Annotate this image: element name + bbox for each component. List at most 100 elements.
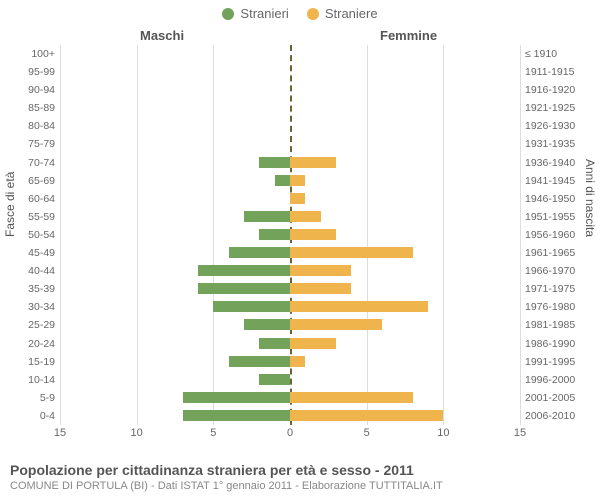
bar-female: [290, 193, 305, 204]
bar-female: [290, 392, 413, 403]
row-55-59: [60, 208, 520, 226]
row-80-84: [60, 117, 520, 135]
bar-male: [183, 392, 290, 403]
legend-male: Stranieri: [222, 6, 288, 21]
ylabel-age: 90-94: [0, 81, 55, 99]
bar-male: [213, 301, 290, 312]
ylabel-birth: 1976-1980: [525, 298, 590, 316]
xlabel: 15: [514, 427, 526, 439]
legend-swatch-male: [222, 8, 234, 20]
ylabel-age: 5-9: [0, 389, 55, 407]
legend-label-male: Stranieri: [240, 6, 288, 21]
ylabel-age: 100+: [0, 45, 55, 63]
bar-female: [290, 283, 351, 294]
ylabel-age: 35-39: [0, 280, 55, 298]
ylabel-birth: 1921-1925: [525, 99, 590, 117]
ylabel-age: 20-24: [0, 335, 55, 353]
bar-male: [259, 157, 290, 168]
ylabel-age: 40-44: [0, 262, 55, 280]
row-90-94: [60, 81, 520, 99]
ylabel-birth: 1931-1935: [525, 135, 590, 153]
ylabel-age: 0-4: [0, 407, 55, 425]
xlabel: 15: [54, 427, 66, 439]
pyramid-chart: Stranieri Straniere Maschi Femmine Fasce…: [0, 0, 600, 500]
ylabel-birth: 1946-1950: [525, 190, 590, 208]
row-100+: [60, 45, 520, 63]
bar-male: [244, 211, 290, 222]
ylabel-age: 70-74: [0, 154, 55, 172]
bar-female: [290, 247, 413, 258]
ylabel-age: 75-79: [0, 135, 55, 153]
ylabel-age: 15-19: [0, 353, 55, 371]
col-header-male: Maschi: [140, 28, 184, 43]
bar-male: [259, 374, 290, 385]
bar-male: [229, 247, 290, 258]
row-0-4: [60, 407, 520, 425]
bar-male: [198, 283, 290, 294]
row-75-79: [60, 135, 520, 153]
ylabel-birth: 1971-1975: [525, 280, 590, 298]
ylabel-birth: 2001-2005: [525, 389, 590, 407]
ylabel-age: 80-84: [0, 117, 55, 135]
ylabel-birth: 1986-1990: [525, 335, 590, 353]
bar-female: [290, 410, 443, 421]
bar-female: [290, 265, 351, 276]
xlabel: 10: [437, 427, 449, 439]
row-60-64: [60, 190, 520, 208]
ylabel-birth: 1991-1995: [525, 353, 590, 371]
row-40-44: [60, 262, 520, 280]
ylabel-birth: 1961-1965: [525, 244, 590, 262]
row-65-69: [60, 172, 520, 190]
bar-male: [198, 265, 290, 276]
ylabel-age: 60-64: [0, 190, 55, 208]
bar-female: [290, 338, 336, 349]
ylabel-age: 30-34: [0, 298, 55, 316]
bar-male: [229, 356, 290, 367]
bar-female: [290, 229, 336, 240]
row-5-9: [60, 389, 520, 407]
ylabel-age: 65-69: [0, 172, 55, 190]
chart-subtitle: COMUNE DI PORTULA (BI) - Dati ISTAT 1° g…: [10, 480, 590, 492]
ylabel-birth: 1916-1920: [525, 81, 590, 99]
footer: Popolazione per cittadinanza straniera p…: [10, 462, 590, 492]
row-50-54: [60, 226, 520, 244]
ylabel-age: 95-99: [0, 63, 55, 81]
ylabel-age: 45-49: [0, 244, 55, 262]
ylabel-age: 50-54: [0, 226, 55, 244]
ylabel-birth: 2006-2010: [525, 407, 590, 425]
row-20-24: [60, 335, 520, 353]
row-70-74: [60, 154, 520, 172]
row-25-29: [60, 316, 520, 334]
bar-female: [290, 157, 336, 168]
bar-female: [290, 211, 321, 222]
legend-swatch-female: [307, 8, 319, 20]
row-10-14: [60, 371, 520, 389]
ylabel-birth: ≤ 1910: [525, 45, 590, 63]
ylabel-birth: 1996-2000: [525, 371, 590, 389]
bar-female: [290, 301, 428, 312]
bar-male: [259, 338, 290, 349]
row-35-39: [60, 280, 520, 298]
bar-female: [290, 175, 305, 186]
col-header-female: Femmine: [380, 28, 437, 43]
row-85-89: [60, 99, 520, 117]
bar-female: [290, 319, 382, 330]
legend-female: Straniere: [307, 6, 378, 21]
xlabel: 10: [131, 427, 143, 439]
ylabel-birth: 1981-1985: [525, 316, 590, 334]
ylabel-birth: 1956-1960: [525, 226, 590, 244]
ylabel-age: 85-89: [0, 99, 55, 117]
ylabel-age: 55-59: [0, 208, 55, 226]
ylabel-birth: 1926-1930: [525, 117, 590, 135]
ylabel-age: 10-14: [0, 371, 55, 389]
ylabel-age: 25-29: [0, 316, 55, 334]
row-30-34: [60, 298, 520, 316]
ylabel-birth: 1911-1915: [525, 63, 590, 81]
chart-title: Popolazione per cittadinanza straniera p…: [10, 462, 590, 478]
row-45-49: [60, 244, 520, 262]
bar-male: [244, 319, 290, 330]
plot-area: [60, 45, 520, 425]
ylabel-birth: 1936-1940: [525, 154, 590, 172]
legend: Stranieri Straniere: [0, 0, 600, 21]
ylabel-birth: 1966-1970: [525, 262, 590, 280]
